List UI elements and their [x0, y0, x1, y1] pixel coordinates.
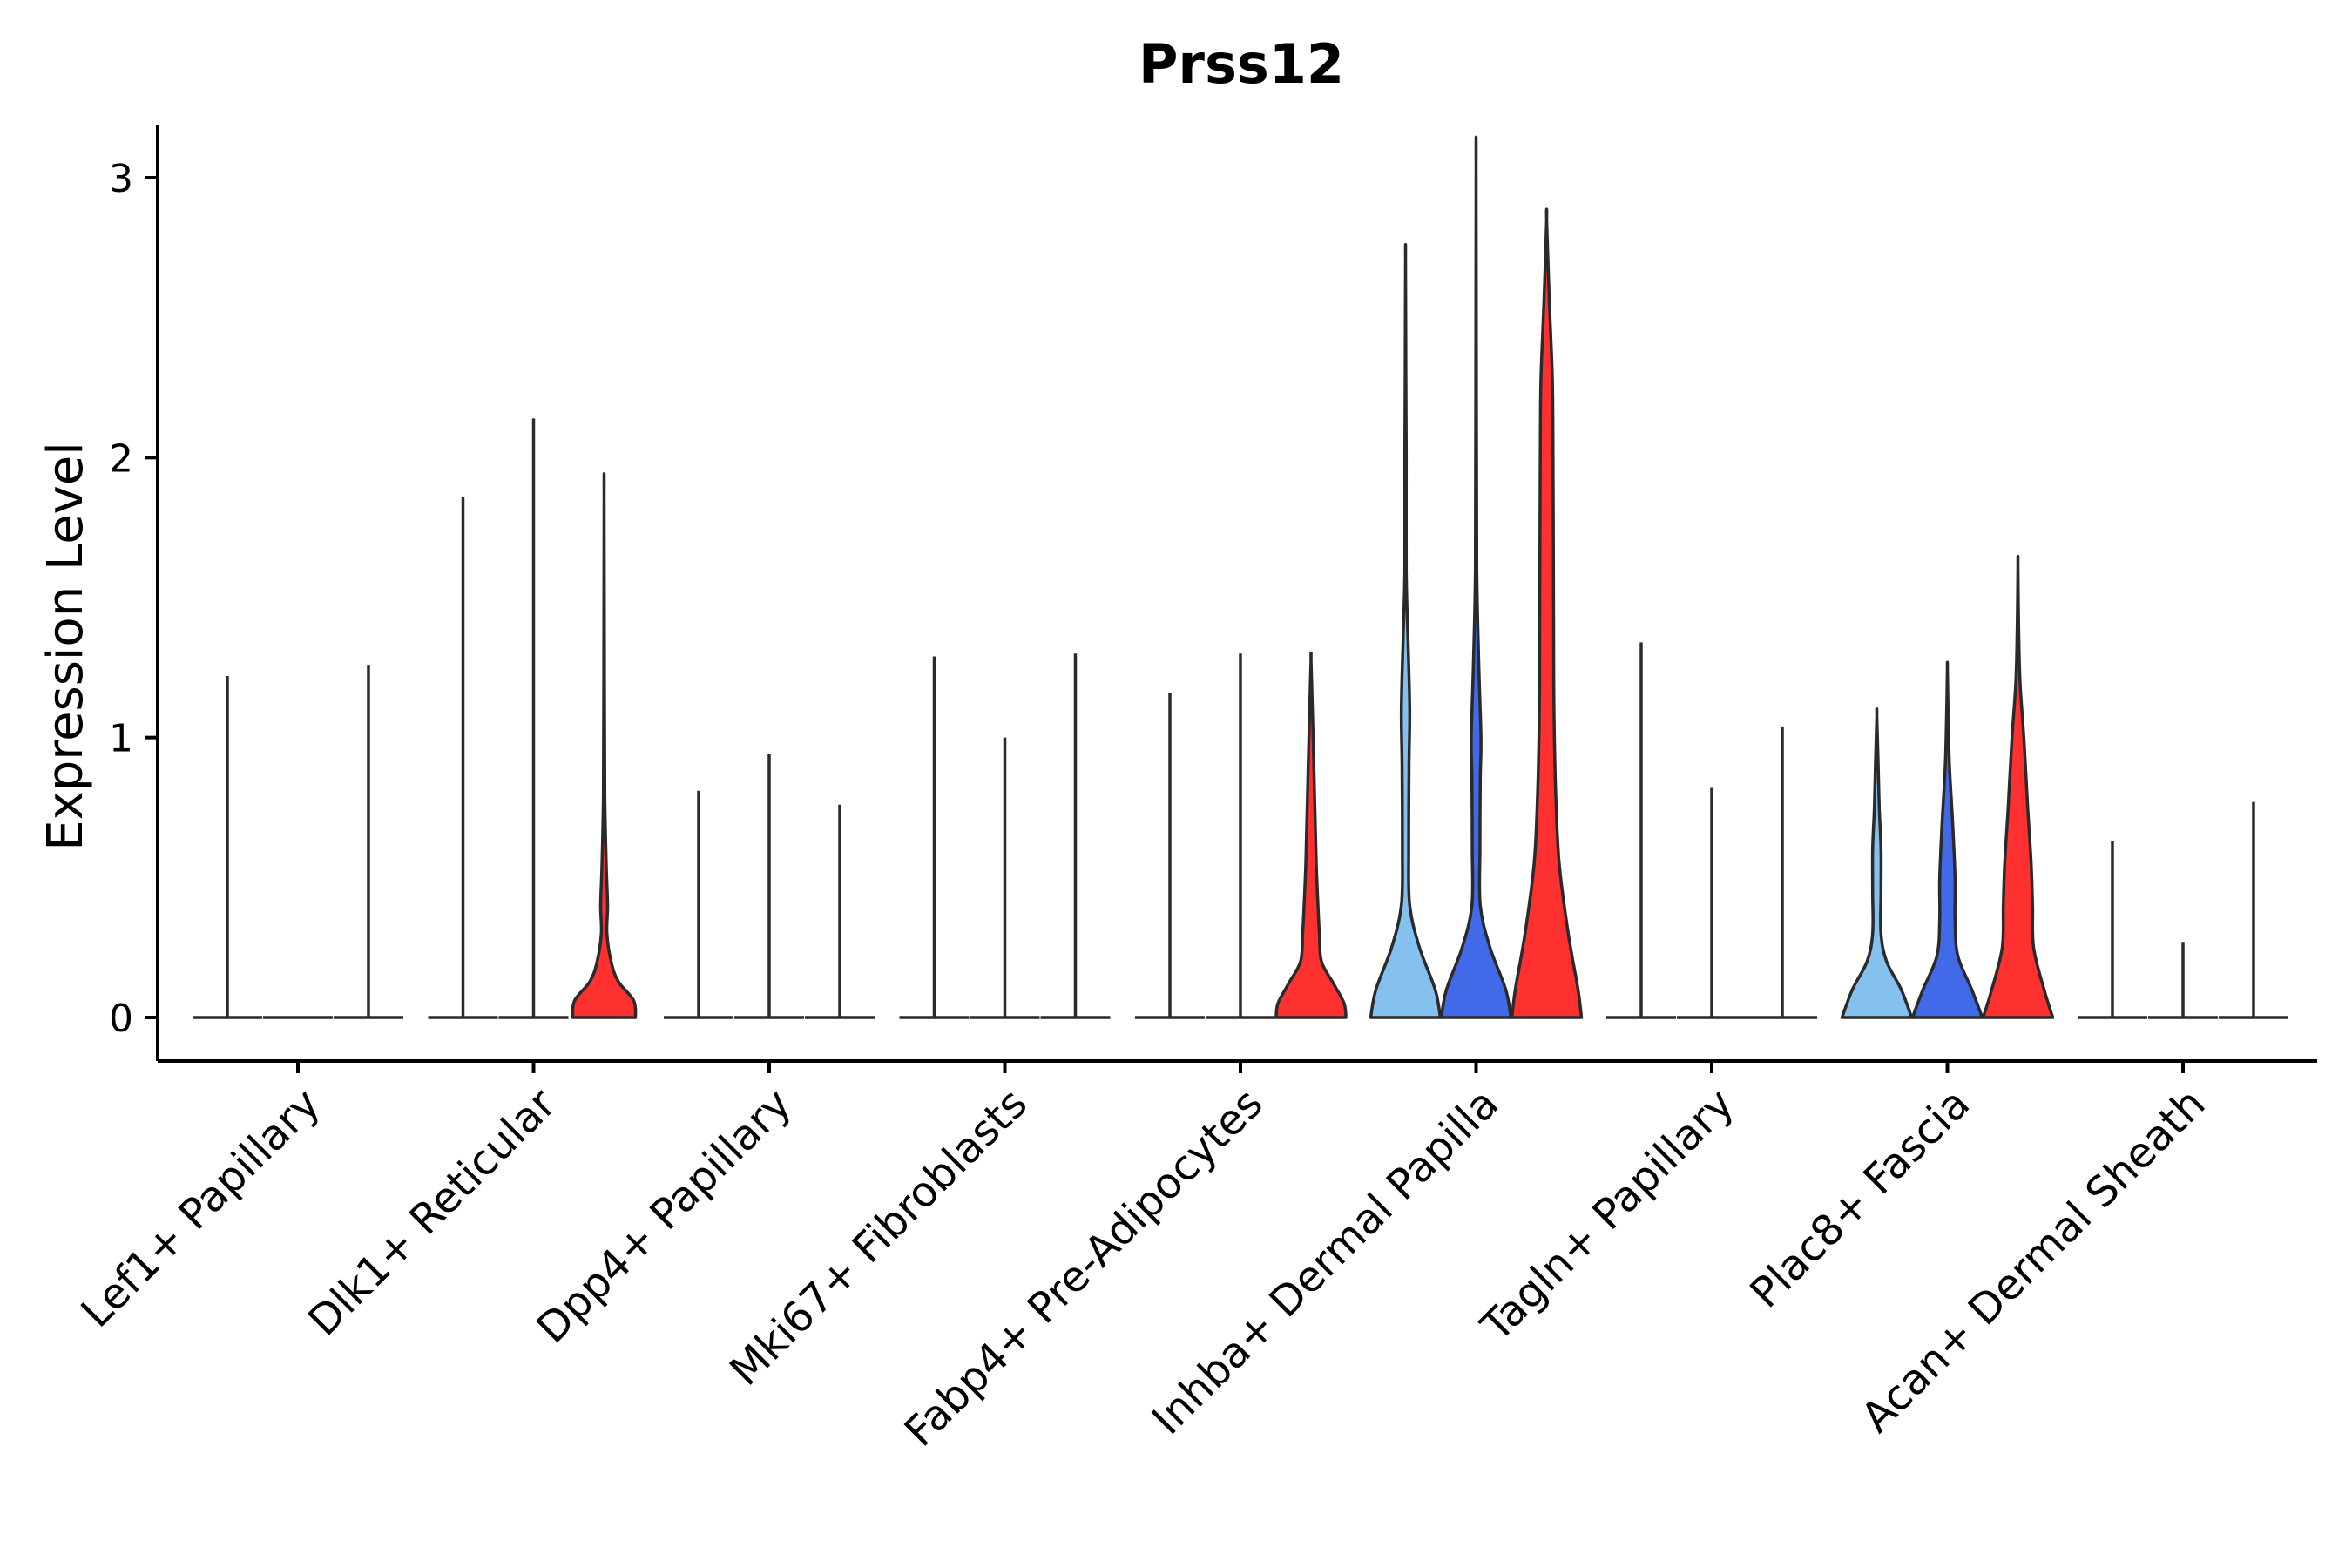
violin-dlk1-reticular-group-2 — [498, 418, 569, 1019]
violin-mki67-fibroblasts-group-2 — [970, 737, 1040, 1019]
violin-tagln-papillary-group-2 — [1677, 787, 1747, 1019]
violin-tagln-papillary-group-3 — [1747, 726, 1817, 1019]
violin-inhba-dermal-papilla-group-3 — [1510, 207, 1584, 1019]
violin-inhba-dermal-papilla-group-1 — [1369, 242, 1443, 1019]
chart-title: Prss12 — [1139, 32, 1344, 96]
violin-acan-dermal-sheath-group-2 — [2148, 942, 2218, 1019]
x-tick-label-lef1-papillary: Lef1+ Papillary — [72, 1079, 330, 1337]
violin-fabp4-pre-adipocytes-group-3 — [1274, 651, 1348, 1019]
violin-plac8-fascia-group-3 — [1981, 554, 2055, 1019]
violin-dpp4-papillary-group-1 — [664, 790, 733, 1019]
violin-dpp4-papillary-group-3 — [805, 804, 875, 1019]
violin-inhba-dermal-papilla-group-2 — [1439, 135, 1513, 1019]
y-ticks: 0 1 2 3 — [109, 157, 158, 1041]
x-tick-label-plac8-fascia: Plac8+ Fascia — [1740, 1079, 1979, 1318]
violin-layer — [193, 135, 2288, 1019]
y-tick-label-0: 0 — [109, 997, 133, 1041]
violin-plac8-fascia-group-2 — [1910, 660, 1984, 1019]
y-tick-label-2: 2 — [109, 436, 133, 481]
violin-fabp4-pre-adipocytes-group-2 — [1206, 653, 1275, 1019]
y-tick-label-1: 1 — [109, 717, 133, 761]
violin-mki67-fibroblasts-group-3 — [1040, 653, 1111, 1019]
y-tick-label-3: 3 — [109, 157, 133, 201]
violin-lef1-papillary-group-3 — [334, 665, 403, 1019]
violin-dpp4-papillary-group-2 — [734, 754, 804, 1019]
violin-dlk1-reticular-group-3 — [571, 472, 638, 1019]
violin-plac8-fascia-group-1 — [1840, 706, 1914, 1019]
y-axis-label: Expression Level — [37, 442, 94, 851]
violin-acan-dermal-sheath-group-3 — [2219, 801, 2288, 1019]
violin-dlk1-reticular-group-1 — [428, 497, 498, 1019]
x-tick-label-dlk1-reticular: Dlk1+ Reticular — [299, 1079, 565, 1346]
violin-tagln-papillary-group-1 — [1606, 642, 1676, 1019]
violin-mki67-fibroblasts-group-1 — [899, 656, 970, 1019]
x-tick-label-dpp4-papillary: Dpp4+ Papillary — [527, 1079, 801, 1353]
violin-fabp4-pre-adipocytes-group-1 — [1135, 693, 1205, 1019]
violin-acan-dermal-sheath-group-1 — [2078, 841, 2147, 1019]
x-tick-label-tagln-papillary: Tagln+ Papillary — [1471, 1079, 1743, 1351]
axes — [156, 125, 2317, 1063]
violin-lef1-papillary-group-1 — [193, 675, 262, 1019]
